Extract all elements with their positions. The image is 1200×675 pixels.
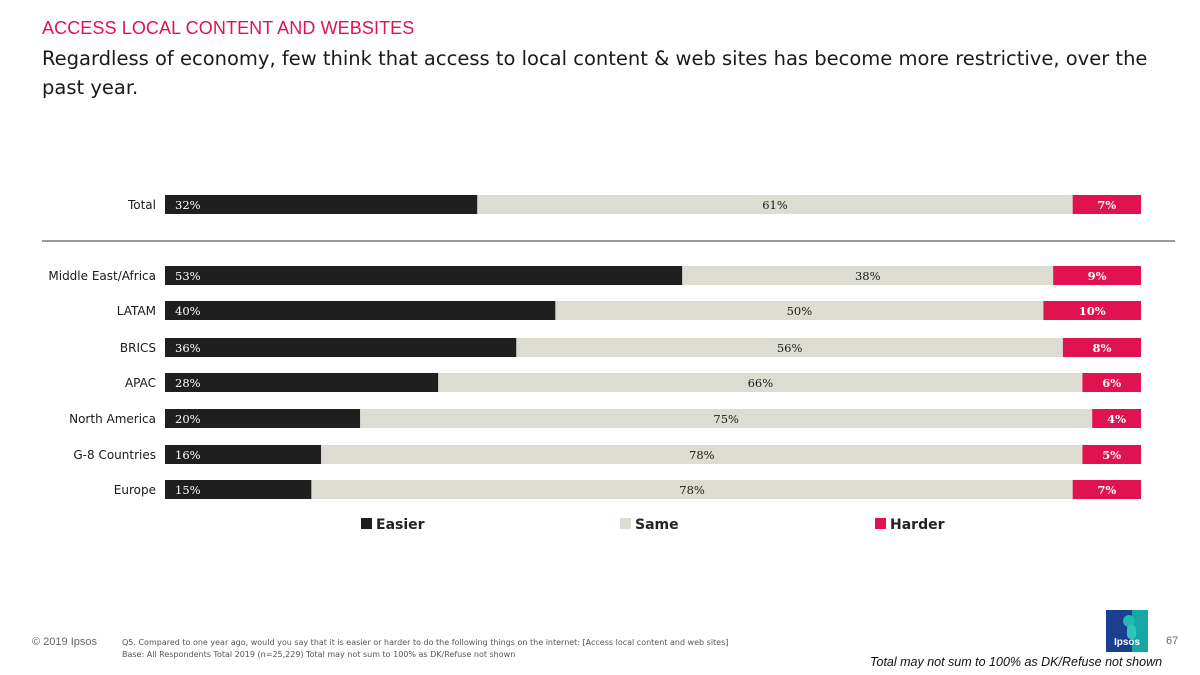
bar-segment-harder: [1053, 266, 1141, 285]
data-label-same: 75%: [713, 412, 739, 426]
legend-swatch-harder: [875, 518, 886, 529]
bar-segment-easier: [165, 480, 312, 499]
copyright: © 2019 Ipsos: [32, 636, 97, 648]
bar-segment-easier: [165, 445, 322, 464]
data-label-easier: 16%: [175, 448, 201, 462]
data-label-easier: 40%: [175, 304, 201, 318]
legend-swatch-same: [620, 518, 631, 529]
footnote-question: Q5. Compared to one year ago, would you …: [122, 638, 729, 647]
footnote-base: Base: All Respondents Total 2019 (n=25,2…: [122, 650, 516, 659]
data-label-same: 66%: [748, 376, 774, 390]
legend-label-harder: Harder: [890, 517, 945, 533]
bar-segment-easier: [165, 301, 556, 320]
bar-segment-harder: [1092, 409, 1141, 428]
bar-row-north-america: North America 20% 75% 4%: [69, 409, 1141, 428]
data-label-harder: 7%: [1097, 198, 1116, 212]
data-label-harder: 10%: [1079, 304, 1106, 318]
bar-row-latam: LATAM 40% 50% 10%: [117, 301, 1141, 320]
bar-segment-harder: [1082, 373, 1141, 392]
data-label-easier: 53%: [175, 269, 201, 283]
bar-segment-easier: [165, 338, 517, 357]
disclaimer-note: Total may not sum to 100% as DK/Refuse n…: [870, 655, 1163, 669]
legend-label-easier: Easier: [376, 517, 425, 533]
bar-row-total: Total 32% 61% 7%: [127, 195, 1141, 214]
bar-segment-same: [321, 445, 1083, 464]
bar-row-apac: APAC 28% 66% 6%: [125, 373, 1141, 392]
legend-swatch-easier: [361, 518, 372, 529]
bar-segment-same: [682, 266, 1054, 285]
bar-segment-same: [477, 195, 1073, 214]
category-label: North America: [69, 412, 156, 426]
page-number: 67: [1166, 635, 1179, 647]
data-label-same: 56%: [777, 341, 803, 355]
data-label-harder: 4%: [1107, 412, 1126, 426]
section-kicker: ACCESS LOCAL CONTENT AND WEBSITES: [42, 18, 415, 38]
category-label: Total: [127, 198, 156, 212]
bar-segment-same: [438, 373, 1083, 392]
bar-segment-same: [555, 301, 1044, 320]
data-label-easier: 28%: [175, 376, 201, 390]
legend-label-same: Same: [635, 517, 679, 533]
footnote: Q5. Compared to one year ago, would you …: [122, 637, 902, 661]
bar-segment-same: [360, 409, 1093, 428]
data-label-same: 50%: [787, 304, 813, 318]
stacked-bar-chart: Total 32% 61% 7% Middle East/Africa 53% 38% 9% L…: [42, 195, 1175, 533]
logo-text: Ipsos: [1113, 637, 1141, 648]
data-label-easier: 15%: [175, 483, 201, 497]
bar-row-g-8-countries: G-8 Countries 16% 78% 5%: [73, 445, 1141, 464]
bar-segment-harder: [1072, 480, 1141, 499]
data-label-same: 78%: [689, 448, 715, 462]
category-label: G-8 Countries: [73, 448, 156, 462]
bar-row-middle-east-africa: Middle East/Africa 53% 38% 9%: [48, 266, 1141, 285]
bar-segment-easier: [165, 409, 361, 428]
data-label-same: 61%: [762, 198, 788, 212]
category-label: APAC: [125, 376, 156, 390]
category-label: BRICS: [120, 341, 156, 355]
bar-segment-harder: [1072, 195, 1141, 214]
data-label-same: 78%: [679, 483, 705, 497]
page-headline: Regardless of economy, few think that ac…: [42, 47, 1148, 99]
data-label-easier: 20%: [175, 412, 201, 426]
chart-legend: Easier Same Harder: [361, 517, 945, 533]
data-label-harder: 8%: [1092, 341, 1111, 355]
data-label-harder: 7%: [1097, 483, 1116, 497]
bar-segment-harder: [1043, 301, 1141, 320]
data-label-easier: 36%: [175, 341, 201, 355]
data-label-harder: 9%: [1088, 269, 1107, 283]
bar-row-brics: BRICS 36% 56% 8%: [120, 338, 1141, 357]
bar-segment-easier: [165, 373, 439, 392]
data-label-harder: 5%: [1102, 448, 1121, 462]
bar-segment-easier: [165, 195, 478, 214]
data-label-harder: 6%: [1102, 376, 1121, 390]
bar-segment-same: [516, 338, 1063, 357]
data-label-easier: 32%: [175, 198, 201, 212]
bar-segment-harder: [1082, 445, 1141, 464]
bar-segment-easier: [165, 266, 683, 285]
data-label-same: 38%: [855, 269, 881, 283]
bar-segment-same: [311, 480, 1073, 499]
bar-segment-harder: [1062, 338, 1141, 357]
category-label: Middle East/Africa: [48, 269, 156, 283]
bar-row-europe: Europe 15% 78% 7%: [114, 480, 1141, 499]
category-label: Europe: [114, 483, 156, 497]
category-label: LATAM: [117, 304, 156, 318]
ipsos-logo: Ipsos: [1106, 610, 1148, 652]
